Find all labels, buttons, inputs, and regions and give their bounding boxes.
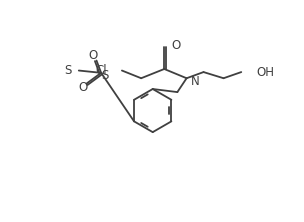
Text: S: S [101, 69, 109, 82]
Text: O: O [171, 39, 181, 52]
Text: OH: OH [256, 65, 274, 79]
Text: O: O [78, 81, 87, 94]
Text: O: O [88, 50, 97, 62]
Text: Cl: Cl [95, 64, 106, 77]
Text: N: N [190, 75, 199, 88]
Text: S: S [64, 64, 72, 77]
